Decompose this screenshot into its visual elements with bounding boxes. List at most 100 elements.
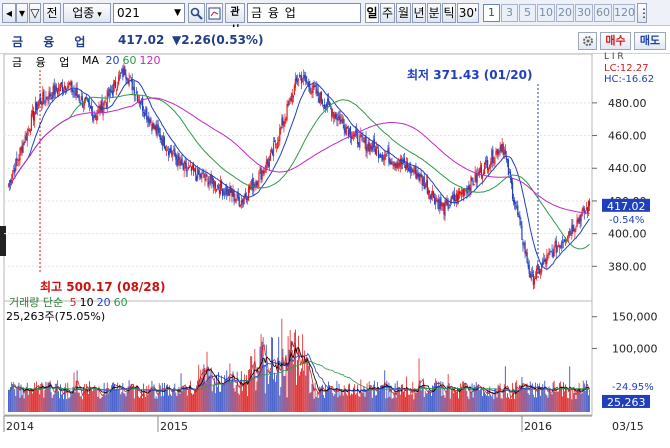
candle-body — [109, 89, 111, 92]
current-price: 417.02 — [118, 33, 165, 47]
candlestick-chart[interactable]: 480.00460.00440.00420.00400.00380.00417.… — [0, 53, 670, 448]
candle-body — [547, 254, 549, 256]
interval-button-6[interactable]: 60 — [594, 4, 612, 22]
tab-period-5[interactable]: 틱 — [442, 3, 456, 23]
candle-body — [365, 136, 367, 151]
candle-body — [370, 145, 372, 149]
candle-body — [141, 97, 144, 111]
candle-body — [40, 97, 42, 104]
candle-body — [392, 164, 394, 166]
candle-body — [351, 136, 354, 139]
candle-body — [536, 265, 539, 270]
candle-body — [472, 181, 474, 186]
candle-body — [255, 181, 257, 188]
candle-body — [411, 167, 413, 174]
candle-body — [157, 124, 159, 131]
candle-body — [253, 184, 255, 192]
ma-period-0: 20 — [105, 54, 120, 67]
jeon-button[interactable]: 전 — [43, 3, 61, 23]
gwansim-button[interactable]: 관심 — [225, 3, 245, 36]
candle-body — [27, 129, 29, 131]
candle-body — [259, 168, 261, 170]
candle-body — [567, 236, 569, 239]
candle-body — [451, 195, 453, 199]
volume-current-pct: -24.95% — [612, 382, 654, 393]
current-price-label: 417.02 — [607, 200, 646, 213]
gear-icon[interactable] — [578, 32, 597, 50]
candle-body — [263, 170, 265, 175]
candle-body — [531, 271, 533, 273]
candle-body — [572, 224, 574, 232]
interval-button-0[interactable]: 1 — [483, 4, 500, 22]
candle-body — [183, 161, 185, 171]
candle-body — [540, 270, 542, 274]
interval-button-5[interactable]: 30 — [575, 4, 593, 22]
candle-body — [258, 172, 260, 183]
sell-button[interactable]: 매도 — [634, 32, 666, 50]
candle-body — [9, 180, 12, 185]
interval-button-1[interactable]: 3 — [501, 4, 518, 22]
chart-icon[interactable] — [206, 3, 223, 23]
category-dropdown[interactable]: 업종 ▾ — [63, 3, 111, 23]
candle-body — [570, 232, 572, 235]
candle-body — [173, 149, 175, 152]
candle-body — [453, 193, 455, 201]
more-icon[interactable]: ⋮ — [637, 3, 650, 23]
tab-period-2[interactable]: 월 — [396, 3, 411, 23]
candle-body — [180, 159, 182, 166]
volume-tick-label: 150,000 — [612, 311, 658, 324]
candle-body — [184, 161, 186, 164]
candle-body — [43, 90, 45, 100]
axis-mode-icons[interactable]: L I R — [604, 52, 624, 62]
candle-body — [209, 180, 211, 182]
candle-body — [155, 123, 157, 134]
candle-body — [224, 193, 226, 195]
buy-button[interactable]: 매수 — [600, 32, 631, 50]
filter-icon[interactable]: ▽ — [29, 3, 41, 23]
candle-body — [552, 252, 554, 259]
candle-body — [306, 80, 308, 84]
side-handle[interactable] — [0, 226, 6, 256]
candle-body — [573, 229, 575, 232]
candle-body — [554, 241, 556, 244]
tab-period-3[interactable]: 년 — [412, 3, 426, 23]
prev-icon[interactable]: ◂ — [2, 3, 16, 23]
candle-body — [229, 187, 231, 196]
tab-period-1[interactable]: 주 — [380, 3, 395, 23]
interval-button-3[interactable]: 10 — [537, 4, 555, 22]
interval-button-7[interactable]: 120 — [613, 4, 635, 22]
candle-body — [95, 115, 97, 120]
candle-body — [231, 190, 233, 197]
chevron-down-icon[interactable]: ▼ — [174, 8, 181, 18]
candle-body — [285, 118, 287, 121]
tab-period-4[interactable]: 분 — [427, 3, 441, 23]
candle-body — [226, 186, 228, 196]
candle-body — [207, 177, 209, 187]
tab-period-6[interactable]: 30' — [457, 3, 479, 23]
chart-area[interactable]: 480.00460.00440.00420.00400.00380.00417.… — [0, 52, 670, 448]
candle-body — [378, 155, 381, 158]
chevron-down-icon[interactable]: ▾ — [16, 3, 28, 23]
candle-body — [456, 194, 459, 202]
candle-body — [474, 172, 476, 183]
candle-body — [235, 198, 237, 202]
interval-button-2[interactable]: 5 — [519, 4, 536, 22]
candle-body — [273, 140, 276, 143]
candle-body — [442, 203, 444, 206]
candle-body — [403, 158, 406, 163]
candle-body — [18, 158, 20, 161]
tab-period-0[interactable]: 일 — [365, 3, 379, 23]
candle-body — [312, 83, 314, 94]
candle-body — [175, 155, 177, 160]
candle-body — [527, 262, 529, 267]
candle-body — [38, 101, 40, 106]
search-icon[interactable] — [188, 3, 205, 23]
candle-body — [428, 190, 431, 194]
candle-body — [484, 160, 487, 166]
candle-body — [21, 145, 23, 153]
code-input[interactable]: 021 ▼ — [113, 3, 185, 23]
candle-body — [369, 144, 371, 152]
candle-body — [326, 98, 329, 108]
candle-body — [56, 90, 58, 94]
interval-button-4[interactable]: 20 — [556, 4, 574, 22]
